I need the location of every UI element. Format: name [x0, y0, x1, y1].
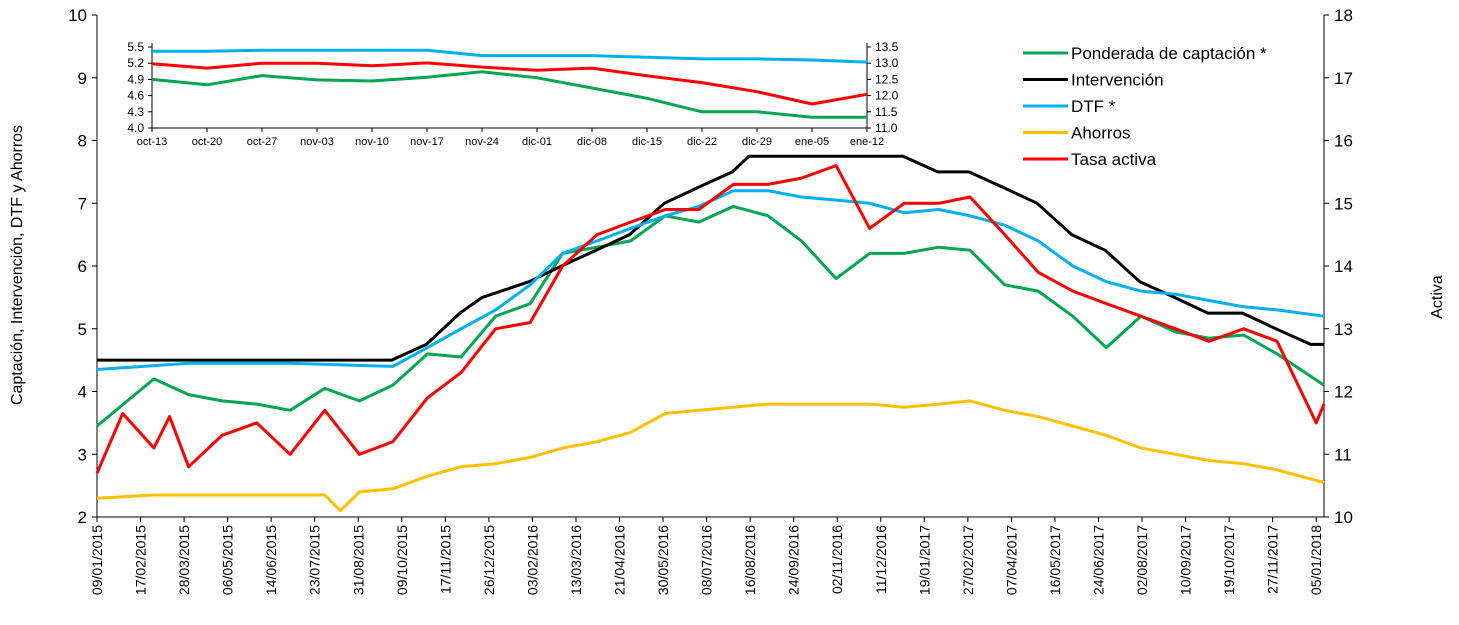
- main-axes: 2 3 4 5 6 7 8 9 10 10 11 12 13 14 15 16 17 18 09/01/2015 17…: [68, 6, 1353, 595]
- legend-label: Tasa activa: [1071, 150, 1157, 169]
- inset-x-tick-label: oct-13: [137, 136, 168, 148]
- legend-label: Ahorros: [1071, 124, 1131, 143]
- x-tick-label: 23/07/2015: [307, 525, 323, 595]
- inset-y-tick-label: 4.0: [127, 121, 144, 135]
- inset-x-tick-label: nov-24: [465, 136, 499, 148]
- y2-tick-label: 14: [1334, 257, 1353, 276]
- y-tick-label: 5: [78, 320, 87, 339]
- x-tick-label: 06/05/2015: [220, 525, 236, 595]
- x-tick-label: 02/11/2016: [829, 525, 845, 594]
- y2-tick-label: 17: [1334, 69, 1353, 88]
- y2-tick-label: 10: [1334, 508, 1353, 527]
- inset-series-line-dtf: [152, 48, 868, 64]
- inset-x-tick-label: nov-10: [355, 136, 389, 148]
- series-line-intervenci-n: [97, 154, 1324, 362]
- y2-tick-label: 18: [1334, 6, 1353, 25]
- inset-y-tick-label: 5.2: [127, 56, 144, 70]
- x-tick-label: 10/09/2017: [1178, 525, 1194, 595]
- y2-axis-label: Activa: [1429, 275, 1446, 319]
- x-tick-label: 09/10/2015: [394, 525, 410, 595]
- inset-y-tick-label: 4.9: [127, 72, 144, 86]
- x-tick-label: 14/06/2015: [263, 525, 279, 595]
- x-tick-label: 28/03/2015: [176, 525, 192, 595]
- x-tick-label: 13/03/2016: [568, 525, 584, 595]
- inset-series: [151, 48, 868, 119]
- inset-y2-tick-label: 13.0: [875, 56, 899, 70]
- inset-y2-tick-label: 13.5: [875, 40, 899, 54]
- x-tick-label: 27/11/2017: [1265, 525, 1281, 594]
- x-tick-label: 19/01/2017: [916, 525, 932, 595]
- x-tick-label: 24/06/2017: [1090, 525, 1106, 595]
- x-tick-label: 02/08/2017: [1134, 525, 1150, 595]
- x-tick-label: 08/07/2016: [699, 525, 715, 595]
- y-axis-label: Captación, Intervención, DTF y Ahorros: [9, 125, 26, 405]
- inset-y2-tick-label: 11.5: [875, 105, 898, 119]
- legend-label: DTF *: [1071, 97, 1116, 116]
- series-line-dtf: [96, 189, 1325, 371]
- x-tick-label: 05/01/2018: [1308, 525, 1324, 595]
- inset-y2-tick-label: 11.0: [875, 121, 898, 135]
- x-tick-label: 17/11/2015: [437, 525, 453, 594]
- legend-label: Ponderada de captación *: [1071, 44, 1267, 63]
- inset-x-tick-label: nov-03: [300, 136, 334, 148]
- inset-x-tick-label: dic-29: [742, 136, 772, 148]
- series-line-tasa-activa: [95, 164, 1326, 474]
- inset-y-tick-label: 4.3: [127, 105, 144, 119]
- y2-tick-label: 13: [1334, 320, 1353, 339]
- y-tick-label: 7: [78, 194, 87, 213]
- x-tick-label: 09/01/2015: [89, 525, 105, 595]
- inset-x-tick-label: dic-01: [522, 136, 552, 148]
- inset-background: [104, 30, 904, 152]
- inset-x-tick-label: nov-17: [410, 136, 444, 148]
- inset-series-line-ponderada-de-captaci-n: [151, 70, 867, 119]
- legend-label: Intervención: [1071, 71, 1164, 90]
- y-tick-label: 6: [78, 257, 87, 276]
- x-tick-label: 21/04/2016: [612, 525, 628, 595]
- inset-x-tick-label: dic-22: [687, 136, 717, 148]
- x-tick-label: 26/12/2015: [481, 525, 497, 595]
- inset-x-tick-label: oct-20: [192, 136, 223, 148]
- inset-chart: 4.0 4.3 4.6 4.9 5.2 5.5 11.0 11.5 12.0 12.5 13.0 13…: [104, 30, 904, 152]
- inset-x-tick-label: oct-27: [247, 136, 278, 148]
- inset-x-tick-label: dic-15: [632, 136, 662, 148]
- y-tick-label: 4: [78, 383, 87, 402]
- inset-y2-tick-label: 12.0: [875, 89, 899, 103]
- inset-axes: 4.0 4.3 4.6 4.9 5.2 5.5 11.0 11.5 12.0 12.5 13.0 13…: [104, 30, 904, 152]
- series-line-ponderada-de-captaci-n: [96, 204, 1325, 428]
- y-tick-label: 9: [78, 69, 87, 88]
- x-tick-label: 16/08/2016: [742, 525, 758, 595]
- x-tick-label: 31/08/2015: [350, 525, 366, 595]
- x-tick-label: 03/02/2016: [524, 525, 540, 595]
- x-tick-label: 30/05/2016: [655, 525, 671, 595]
- x-tick-label: 07/04/2017: [1003, 525, 1019, 595]
- inset-y2-tick-label: 12.5: [875, 72, 899, 86]
- inset-x-tick-label: dic-08: [577, 136, 607, 148]
- inset-x-tick-label: ene-12: [850, 136, 884, 148]
- series-line-ahorros: [96, 399, 1325, 513]
- y2-tick-label: 16: [1334, 132, 1353, 151]
- y2-tick-label: 11: [1334, 445, 1352, 464]
- inset-y-tick-label: 4.6: [127, 89, 144, 103]
- y-tick-label: 10: [68, 6, 87, 25]
- legend: Ponderada de captación * Intervención DTF …: [1023, 44, 1267, 169]
- x-tick-label: 27/02/2017: [960, 525, 976, 595]
- x-tick-label: 17/02/2015: [133, 525, 149, 595]
- x-tick-label: 16/05/2017: [1047, 525, 1063, 595]
- y-tick-label: 3: [78, 445, 87, 464]
- x-tick-label: 24/09/2016: [786, 525, 802, 595]
- inset-y-tick-label: 5.5: [127, 40, 144, 54]
- x-tick-label: 11/12/2016: [873, 525, 889, 594]
- inset-x-tick-label: ene-05: [795, 136, 829, 148]
- y-tick-label: 2: [78, 508, 87, 527]
- y2-tick-label: 15: [1334, 194, 1353, 213]
- y-tick-label: 8: [78, 132, 87, 151]
- y2-tick-label: 12: [1334, 383, 1353, 402]
- main-series: [95, 154, 1326, 513]
- inset-series-line-tasa-activa: [151, 61, 868, 106]
- x-tick-label: 19/10/2017: [1221, 525, 1237, 595]
